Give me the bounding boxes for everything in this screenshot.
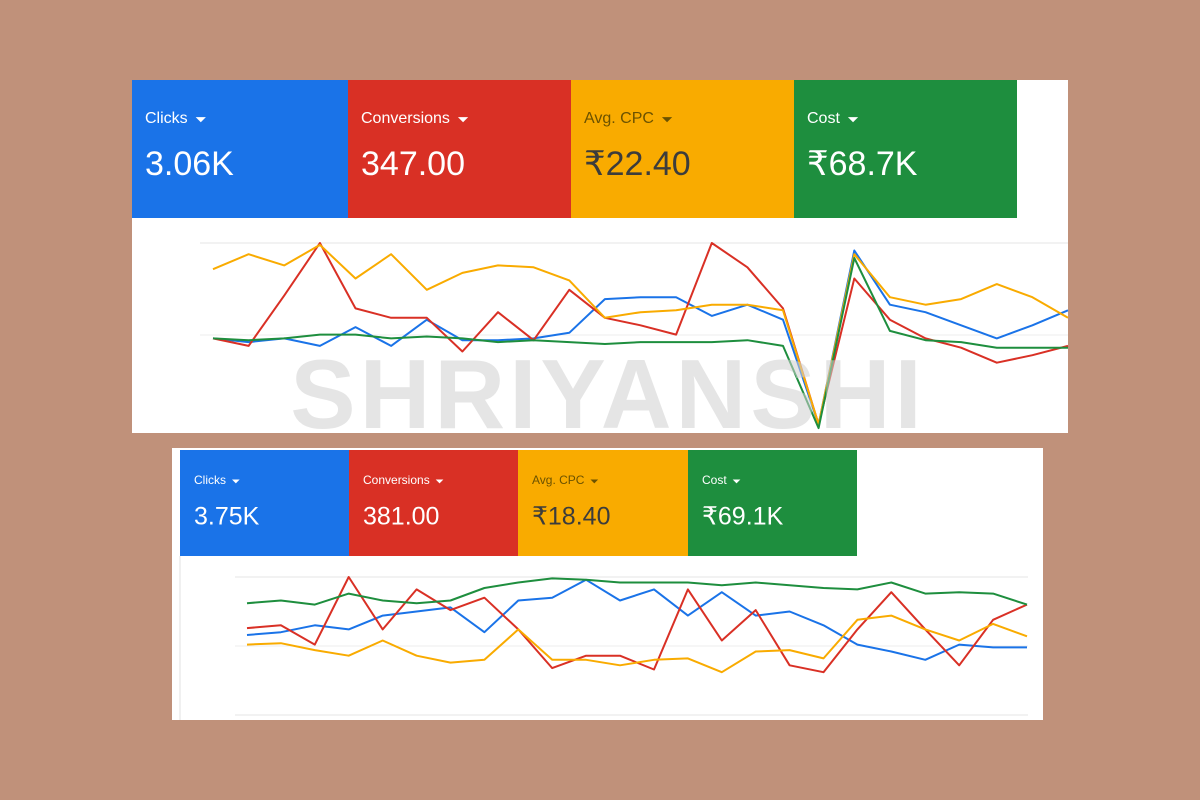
metric-label[interactable]: Avg. CPC: [532, 473, 585, 487]
dropdown-arrow[interactable]: [195, 117, 206, 123]
metric-value: 3.06K: [145, 145, 234, 183]
metric-label[interactable]: Cost: [807, 110, 840, 127]
series-line: [212, 243, 1069, 426]
metric-value: ₹18.40: [532, 503, 610, 531]
metric-card: [349, 450, 518, 556]
metric-card: [518, 450, 688, 556]
dropdown-arrow[interactable]: [435, 479, 444, 484]
metric-card: [794, 80, 1017, 218]
series-line: [246, 614, 1028, 674]
metric-card: [688, 450, 857, 556]
metric-label[interactable]: Clicks: [194, 473, 226, 487]
metric-card: [348, 80, 571, 218]
dropdown-arrow[interactable]: [590, 479, 599, 484]
series-line: [212, 257, 1068, 430]
metric-value: ₹69.1K: [702, 503, 784, 531]
metric-value: 381.00: [363, 503, 439, 531]
metric-value: 3.75K: [194, 503, 260, 531]
metric-card: [571, 80, 794, 218]
metric-label[interactable]: Clicks: [145, 110, 188, 127]
dropdown-arrow[interactable]: [457, 117, 469, 123]
metric-card: [180, 450, 349, 556]
watermark: SHRIYANSHI: [290, 339, 925, 449]
metric-card: [132, 80, 348, 218]
dropdown-arrow[interactable]: [847, 117, 859, 123]
series-line: [212, 242, 1069, 426]
metric-label[interactable]: Cost: [702, 473, 727, 487]
series-line: [212, 249, 1069, 426]
metric-value: 347.00: [361, 145, 465, 183]
metric-label[interactable]: Conversions: [363, 473, 430, 487]
metric-value: ₹68.7K: [807, 145, 918, 183]
metric-label[interactable]: Avg. CPC: [584, 110, 654, 127]
dropdown-arrow[interactable]: [732, 479, 741, 484]
dropdown-arrow[interactable]: [232, 479, 240, 484]
series-line: [246, 578, 1027, 661]
metric-value: ₹22.40: [584, 145, 691, 183]
charts: Clicks 3.06K Conversions 347.00 Avg. CPC ₹22.…: [132, 80, 1069, 674]
series-line: [246, 577, 1028, 606]
dropdown-arrow[interactable]: [661, 117, 673, 123]
metric-label[interactable]: Conversions: [361, 110, 450, 127]
